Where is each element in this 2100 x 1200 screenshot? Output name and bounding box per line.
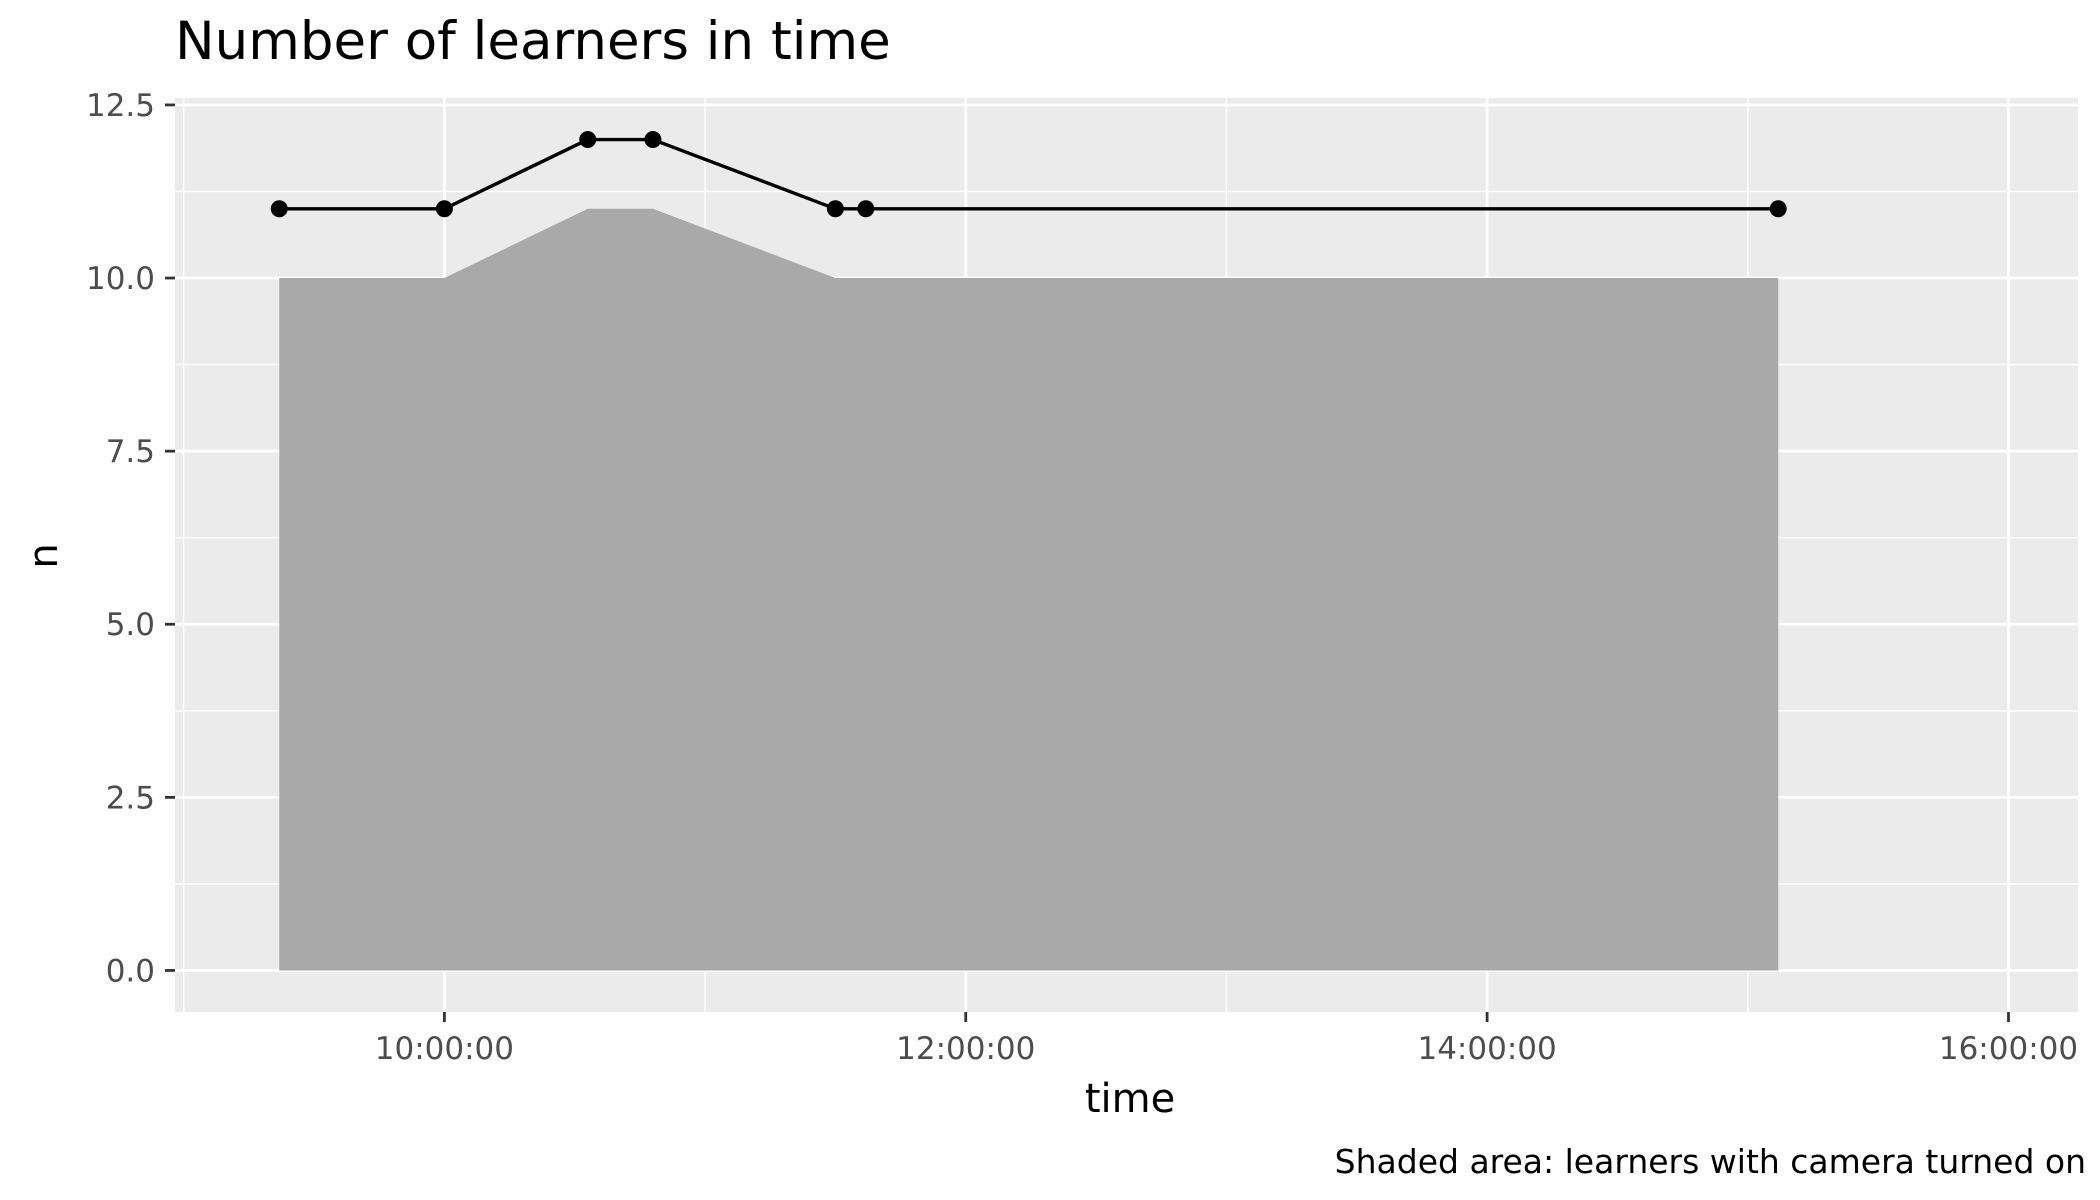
data-point (579, 131, 597, 149)
y-tick-label: 7.5 (106, 434, 155, 470)
data-point (644, 131, 662, 149)
chart-title: Number of learners in time (175, 11, 891, 72)
y-tick-label: 10.0 (86, 261, 155, 297)
x-axis: 10:00:00 12:00:00 14:00:00 16:00:00 (375, 1012, 2078, 1067)
x-tick-label: 14:00:00 (1417, 1031, 1556, 1067)
data-point (435, 200, 453, 218)
learners-points (270, 131, 1787, 218)
y-tick-label: 12.5 (86, 88, 155, 124)
y-axis-title: n (21, 543, 67, 568)
data-point (826, 200, 844, 218)
y-tick-label: 2.5 (106, 780, 155, 816)
x-tick-label: 10:00:00 (375, 1031, 514, 1067)
y-axis: 0.0 2.5 5.0 7.5 10.0 12.5 (86, 88, 175, 989)
data-point (1769, 200, 1787, 218)
x-axis-title: time (1085, 1076, 1175, 1122)
camera-area (279, 208, 1779, 971)
camera-area-shape (279, 208, 1779, 971)
x-tick-label: 12:00:00 (896, 1031, 1035, 1067)
data-point (857, 200, 875, 218)
y-tick-label: 5.0 (106, 607, 155, 643)
data-point (270, 200, 288, 218)
x-tick-label: 16:00:00 (1939, 1031, 2078, 1067)
chart-caption: Shaded area: learners with camera turned… (1335, 1142, 2086, 1181)
y-tick-label: 0.0 (106, 953, 155, 989)
